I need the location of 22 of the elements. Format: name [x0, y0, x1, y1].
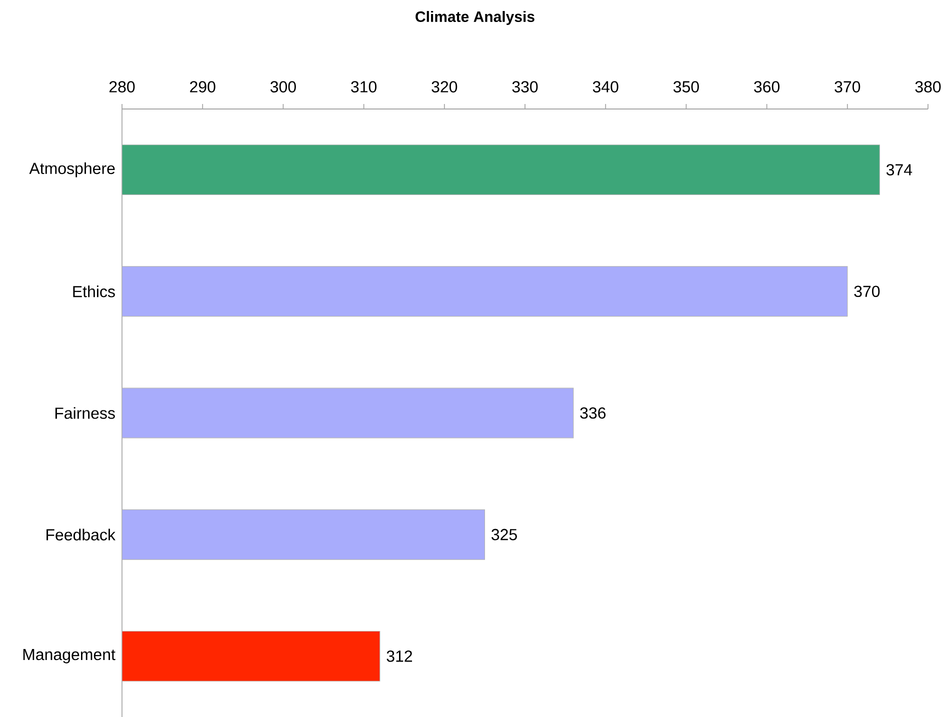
- x-tick-label: 310: [351, 81, 377, 92]
- x-tick-label: 280: [109, 81, 135, 92]
- data-label: 325: [492, 528, 517, 540]
- chart-title: Climate Analysis: [416, 11, 534, 25]
- y-tick-label: Atmosphere: [29, 162, 115, 178]
- data-label: 312: [386, 650, 412, 662]
- x-tick-label: 290: [190, 81, 216, 92]
- y-tick-label: Management: [23, 649, 116, 664]
- x-tick-label: 330: [512, 81, 538, 92]
- data-label: 336: [580, 407, 606, 419]
- x-tick-label: 370: [834, 81, 860, 92]
- x-tick-label: 340: [592, 81, 618, 92]
- x-tick-label: 360: [754, 81, 780, 92]
- y-tick-label: Ethics: [73, 286, 115, 298]
- x-tick-label: 300: [270, 81, 296, 92]
- y-tick-label: Feedback: [46, 528, 116, 540]
- x-tick-label: 380: [915, 81, 941, 92]
- data-label: 374: [886, 164, 912, 176]
- x-tick-label: 350: [673, 81, 699, 92]
- x-tick-label: 320: [432, 81, 458, 92]
- data-label: 370: [854, 286, 880, 298]
- y-tick-label: Fairness: [55, 407, 115, 419]
